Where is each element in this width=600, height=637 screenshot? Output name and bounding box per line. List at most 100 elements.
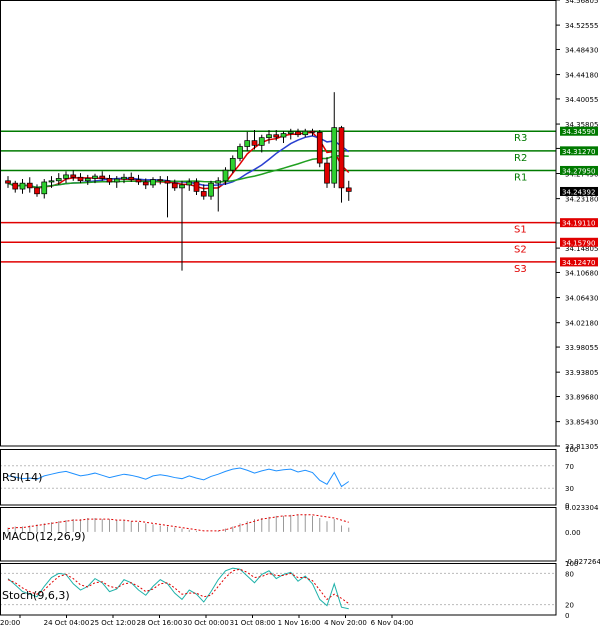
candle-body-up	[280, 133, 287, 138]
macd-label: MACD(12,26,9)	[2, 530, 86, 543]
level-price-box	[560, 257, 598, 267]
rsi-tick-label: 70	[565, 463, 574, 471]
price-tick-label: 34.56805	[565, 0, 598, 5]
level-price-label: 34.12470	[562, 259, 595, 267]
time-tick-label: 28 Oct 16:00	[137, 619, 183, 627]
candle-body-up	[302, 130, 309, 136]
rsi-tick-label: 0	[565, 502, 569, 510]
candle-body-up	[92, 175, 98, 179]
candle-body-up	[41, 181, 48, 195]
rsi-pane-frame	[0, 449, 557, 506]
candle-body-down	[34, 187, 40, 195]
candle-body-down	[200, 191, 207, 197]
candle-body-down	[12, 182, 19, 190]
stoch-k-line	[7, 567, 349, 610]
candle-body-down	[157, 179, 164, 182]
price-tick-label: 33.98055	[565, 344, 598, 352]
main-pane-frame	[0, 0, 557, 447]
stoch-label: Stoch(9,6,3)	[2, 589, 70, 602]
price-tick-label: 34.52555	[565, 22, 598, 30]
level-price-label: 34.31270	[562, 148, 595, 156]
level-price-box	[560, 126, 598, 136]
level-name-s3: S3	[514, 264, 527, 275]
level-price-label: 34.15790	[562, 239, 595, 247]
price-tick-label: 34.14805	[565, 245, 598, 253]
candle-body-down	[316, 132, 323, 164]
time-tick-label: 6 Nov 04:00	[371, 619, 414, 627]
level-name-s1: S1	[514, 225, 527, 236]
candle-body-up	[222, 169, 229, 182]
macd-tick-label: -0.027264	[565, 558, 600, 566]
candle-body-down	[309, 130, 316, 133]
price-tick-label: 34.44180	[565, 72, 598, 80]
stoch-tick-label: 80	[565, 570, 574, 578]
price-tick-label: 34.48430	[565, 46, 598, 54]
price-tick-label: 34.23180	[565, 196, 598, 204]
candle-body-down	[295, 131, 301, 136]
candle-body-up	[244, 140, 251, 147]
candle-body-up	[229, 157, 236, 171]
stoch-tick-label: 0	[565, 612, 569, 620]
time-tick-label: 24 Oct 04:00	[44, 619, 90, 627]
current-price-box	[560, 186, 598, 196]
level-price-box	[560, 218, 598, 228]
macd-signal-line	[7, 514, 349, 532]
candle-body-up	[48, 180, 55, 183]
candle-body-up	[150, 179, 156, 186]
candle-body-up	[179, 184, 185, 189]
level-price-label: 34.27950	[562, 167, 595, 175]
candle-body-down	[338, 127, 345, 189]
candle-body-down	[135, 179, 142, 183]
time-tick-label: 25 Oct 12:00	[90, 619, 136, 627]
pane-frames	[0, 0, 557, 616]
stoch-pane-frame	[0, 563, 557, 616]
candle-body-up	[287, 131, 294, 134]
moving-averages	[7, 131, 350, 190]
price-tick-label: 33.89680	[565, 394, 598, 402]
price-tick-label: 33.93805	[565, 369, 598, 377]
candle-body-up	[186, 181, 193, 186]
candle-body-down	[26, 182, 33, 189]
rsi-line	[7, 467, 350, 488]
ma-fast-line	[7, 131, 350, 190]
candle-body-down	[193, 181, 200, 192]
level-name-r1: R1	[514, 172, 527, 183]
indicator-panes: 100 70 30 0 RSI(14) 0.023304 0.00 -0.027264 MACD…	[0, 446, 600, 620]
candle-body-up	[19, 182, 26, 190]
price-tick-label: 34.06430	[565, 295, 598, 303]
rsi-tick-label: 100	[565, 446, 578, 454]
candle-body-down	[171, 182, 178, 189]
candle-body-down	[128, 176, 135, 180]
price-tick-label: 33.85430	[565, 419, 598, 427]
candle-body-down	[77, 176, 84, 182]
level-price-box	[560, 165, 598, 175]
level-price-label: 34.19110	[562, 220, 595, 228]
level-name-s2: S2	[514, 244, 527, 255]
time-tick-label: 30 Oct 00:00	[183, 619, 229, 627]
price-tick-label: 34.02180	[565, 320, 598, 328]
rsi-tick-label: 30	[565, 485, 574, 493]
time-tick-label: 4 Nov 20:00	[324, 619, 367, 627]
candle-body-down	[273, 134, 280, 138]
macd-tick-label: 0.00	[565, 529, 581, 537]
price-tick-label: 34.40055	[565, 96, 598, 104]
macd-pane-frame	[0, 507, 557, 562]
candle-body-down	[251, 140, 258, 146]
candle-body-up	[113, 178, 120, 183]
price-tick-label: 33.81305	[565, 443, 598, 451]
candle-body-up	[331, 127, 338, 184]
candle-body-up	[215, 180, 222, 184]
level-price-box	[560, 146, 598, 156]
price-tick-label: 34.10680	[565, 269, 598, 277]
candle-body-up	[63, 174, 69, 179]
candle-body-down	[70, 174, 77, 178]
candles	[5, 92, 352, 271]
candle-body-down	[5, 180, 11, 184]
candle-body-up	[208, 182, 214, 197]
candle-body-up	[84, 178, 91, 182]
level-name-r3: R3	[514, 133, 527, 144]
price-axis: 34.56805 34.52555 34.48430 34.44180 34.40055…	[556, 0, 598, 451]
candle-body-down	[106, 178, 113, 183]
level-name-r2: R2	[514, 153, 527, 164]
